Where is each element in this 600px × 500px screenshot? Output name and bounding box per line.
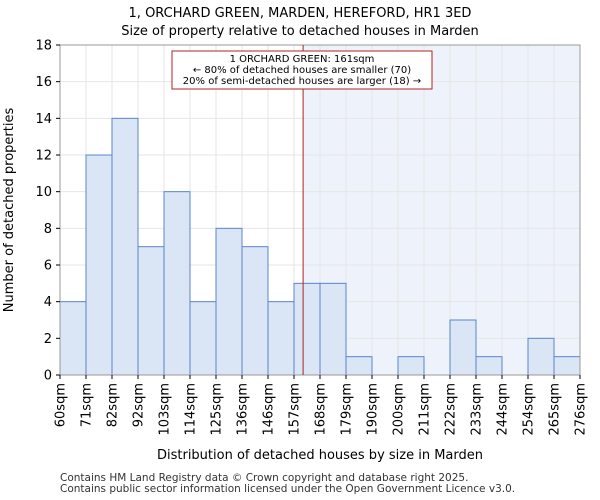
x-tick-label: 233sqm bbox=[470, 383, 485, 436]
chart-subtitle: Size of property relative to detached ho… bbox=[121, 24, 479, 39]
bar bbox=[319, 282, 347, 376]
y-tick-label: 4 bbox=[44, 295, 52, 310]
x-tick-label: 179sqm bbox=[340, 383, 355, 436]
x-tick-label: 276sqm bbox=[574, 383, 589, 436]
bar bbox=[111, 117, 139, 376]
x-tick-label: 92sqm bbox=[132, 383, 147, 427]
bar bbox=[397, 356, 425, 376]
bar bbox=[527, 337, 555, 376]
bar bbox=[241, 246, 269, 376]
x-tick-label: 60sqm bbox=[54, 383, 69, 427]
chart-title: 1, ORCHARD GREEN, MARDEN, HEREFORD, HR1 … bbox=[129, 6, 472, 21]
annotation-box bbox=[171, 50, 433, 90]
x-tick-label: 71sqm bbox=[80, 383, 95, 427]
annotation-line-3: 20% of semi-detached houses are larger (… bbox=[183, 76, 421, 87]
y-tick-label: 16 bbox=[35, 75, 52, 90]
y-tick-label: 12 bbox=[35, 149, 52, 164]
bar bbox=[449, 319, 477, 376]
x-tick-label: 136sqm bbox=[236, 383, 251, 436]
annotation-line-1: 1 ORCHARD GREEN: 161sqm bbox=[230, 54, 375, 65]
y-tick-label: 10 bbox=[35, 185, 52, 200]
bar bbox=[85, 154, 113, 376]
x-tick-label: 200sqm bbox=[392, 383, 407, 436]
footer-copyright: Contains HM Land Registry data © Crown c… bbox=[60, 472, 469, 484]
bar bbox=[267, 301, 295, 376]
x-tick-label: 125sqm bbox=[210, 383, 225, 436]
footer-licence: Contains public sector information licen… bbox=[60, 483, 516, 495]
x-tick-label: 103sqm bbox=[158, 383, 173, 436]
bar bbox=[215, 227, 243, 376]
x-axis-label: Distribution of detached houses by size … bbox=[157, 448, 483, 463]
annotation-line-2: ← 80% of detached houses are smaller (70… bbox=[193, 65, 411, 76]
bar bbox=[163, 191, 191, 376]
y-tick-label: 14 bbox=[35, 112, 52, 127]
x-tick-label: 190sqm bbox=[366, 383, 381, 436]
x-tick-label: 244sqm bbox=[496, 383, 511, 436]
y-tick-label: 8 bbox=[44, 222, 52, 237]
x-tick-label: 157sqm bbox=[288, 383, 303, 436]
bar bbox=[345, 356, 373, 376]
bar bbox=[475, 356, 503, 376]
bar bbox=[293, 282, 321, 376]
highlight-region bbox=[303, 45, 580, 375]
plot-area: 0 2 4 6 8 10 12 14 16 18 60sqm 71sqm 82sqm 92sqm 103sq… bbox=[35, 39, 588, 436]
x-tick-label: 211sqm bbox=[418, 383, 433, 436]
x-tick-label: 82sqm bbox=[106, 383, 121, 427]
bar bbox=[553, 356, 581, 376]
y-tick-label: 18 bbox=[35, 39, 52, 54]
x-tick-label: 146sqm bbox=[262, 383, 277, 436]
y-tick-label: 0 bbox=[44, 369, 52, 384]
x-tick-label: 114sqm bbox=[184, 383, 199, 436]
bar bbox=[189, 301, 217, 376]
y-tick-label: 6 bbox=[44, 259, 52, 274]
bar bbox=[59, 301, 87, 376]
x-tick-label: 222sqm bbox=[444, 383, 459, 436]
x-tick-label: 265sqm bbox=[548, 383, 563, 436]
x-tick-label: 254sqm bbox=[522, 383, 537, 436]
bar bbox=[137, 246, 165, 376]
histogram-chart: 1, ORCHARD GREEN, MARDEN, HEREFORD, HR1 … bbox=[2, 6, 589, 463]
y-tick-label: 2 bbox=[44, 332, 52, 347]
y-axis-label: Number of detached properties bbox=[2, 108, 17, 313]
x-tick-label: 168sqm bbox=[314, 383, 329, 436]
